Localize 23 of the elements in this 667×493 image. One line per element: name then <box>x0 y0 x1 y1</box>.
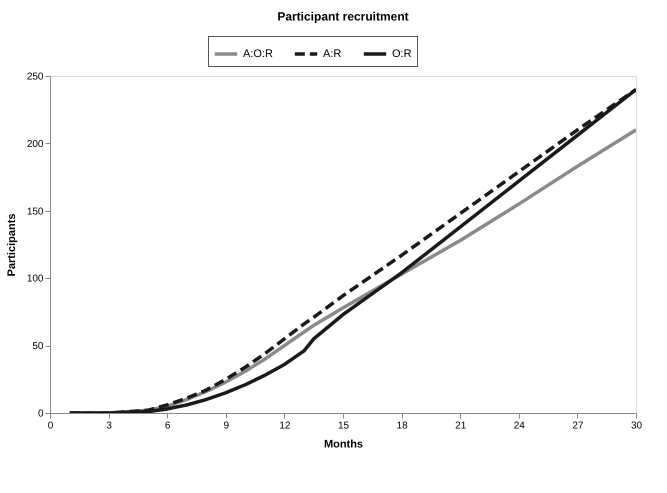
x-tick-label: 21 <box>455 420 467 432</box>
legend-label: A:O:R <box>243 48 274 60</box>
y-tick-label: 0 <box>38 408 44 420</box>
y-tick-label: 50 <box>32 341 44 352</box>
x-tick-label: 9 <box>224 420 230 432</box>
y-tick-label: 100 <box>26 274 44 285</box>
legend-label: A:R <box>323 48 342 60</box>
x-tick-label: 3 <box>106 420 112 432</box>
x-axis-title: Months <box>324 438 364 450</box>
x-tick-label: 0 <box>48 420 54 432</box>
legend-label: O:R <box>392 48 412 60</box>
x-tick-label: 6 <box>164 420 171 432</box>
x-tick-label: 12 <box>279 420 291 432</box>
x-tick-label: 15 <box>338 420 350 432</box>
y-tick-label: 200 <box>26 138 44 150</box>
y-tick-label: 150 <box>26 206 44 218</box>
y-tick-label: 250 <box>26 72 44 82</box>
x-tick-label: 24 <box>514 420 526 432</box>
x-tick-label: 18 <box>396 420 408 432</box>
x-tick-label: 27 <box>572 420 584 432</box>
y-axis-title: Participants <box>6 214 18 276</box>
x-tick-label: 30 <box>630 420 642 432</box>
chart-title: Participant recruitment <box>277 10 409 24</box>
